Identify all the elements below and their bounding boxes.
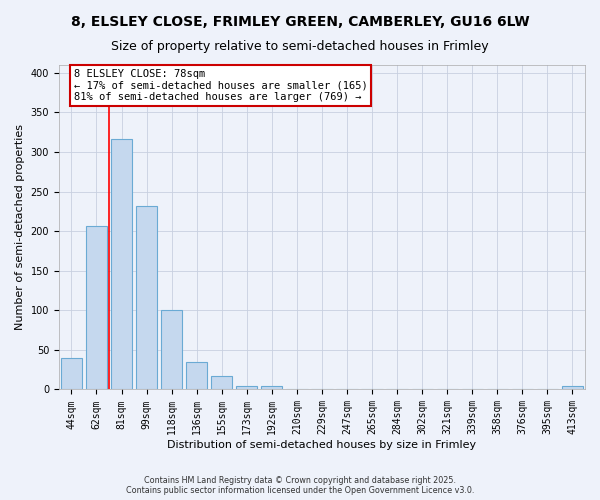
Bar <box>86 226 107 390</box>
Bar <box>562 386 583 390</box>
Text: 8, ELSLEY CLOSE, FRIMLEY GREEN, CAMBERLEY, GU16 6LW: 8, ELSLEY CLOSE, FRIMLEY GREEN, CAMBERLE… <box>71 15 529 29</box>
Bar <box>261 386 283 390</box>
Bar <box>236 386 257 390</box>
Text: Contains HM Land Registry data © Crown copyright and database right 2025.
Contai: Contains HM Land Registry data © Crown c… <box>126 476 474 495</box>
Bar <box>211 376 232 390</box>
X-axis label: Distribution of semi-detached houses by size in Frimley: Distribution of semi-detached houses by … <box>167 440 476 450</box>
Bar <box>61 358 82 390</box>
Text: Size of property relative to semi-detached houses in Frimley: Size of property relative to semi-detach… <box>111 40 489 53</box>
Y-axis label: Number of semi-detached properties: Number of semi-detached properties <box>15 124 25 330</box>
Bar <box>161 310 182 390</box>
Text: 8 ELSLEY CLOSE: 78sqm
← 17% of semi-detached houses are smaller (165)
81% of sem: 8 ELSLEY CLOSE: 78sqm ← 17% of semi-deta… <box>74 69 368 102</box>
Bar <box>111 140 132 390</box>
Bar <box>186 362 208 390</box>
Bar <box>136 206 157 390</box>
